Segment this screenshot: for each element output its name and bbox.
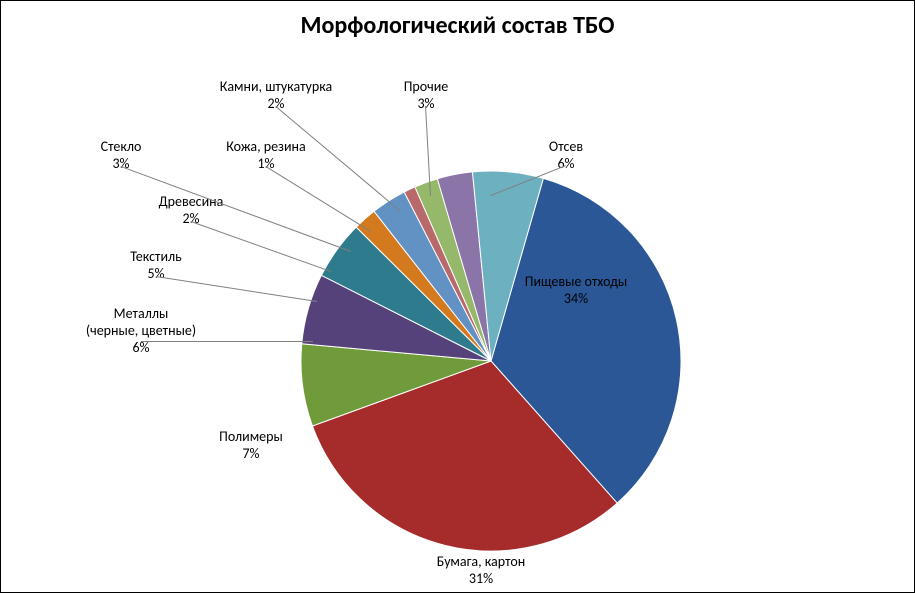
- slice-label: Бумага, картон31%: [437, 554, 526, 588]
- slice-label: Полимеры7%: [219, 429, 283, 463]
- leader-line: [141, 341, 313, 342]
- leader-line: [156, 276, 317, 302]
- chart-frame: Морфологический состав ТБО Пищевые отход…: [0, 0, 915, 593]
- slice-label: Древесина2%: [159, 194, 224, 228]
- slice-label: Стекло3%: [101, 139, 142, 173]
- slice-label: Пищевые отходы34%: [525, 274, 627, 308]
- slice-label: Металлы(черные, цветные)6%: [86, 306, 196, 356]
- slice-label: Текстиль5%: [130, 249, 182, 283]
- slice-label: Отсев6%: [549, 139, 583, 173]
- pie-svg: [301, 171, 681, 551]
- chart-title: Морфологический состав ТБО: [1, 11, 914, 40]
